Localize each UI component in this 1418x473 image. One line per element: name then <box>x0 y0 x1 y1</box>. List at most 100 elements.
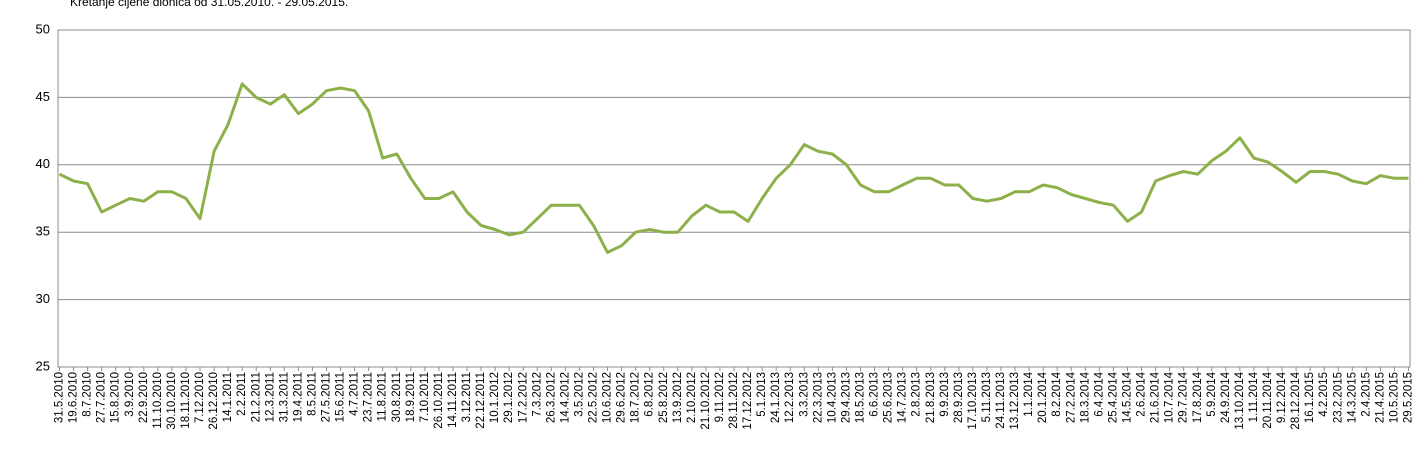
x-tick-label: 4.2.2015 <box>1318 372 1330 417</box>
y-tick-label: 40 <box>36 156 50 171</box>
price-line <box>58 82 1409 254</box>
x-tick-label: 3.5.2012 <box>573 372 585 417</box>
x-tick-label: 31.3.2011 <box>278 372 290 422</box>
x-tick-label: 18.11.2010 <box>180 372 192 429</box>
x-tick-label: 18.3.2014 <box>1079 371 1091 423</box>
x-tick-label: 26.3.2012 <box>545 372 557 423</box>
x-tick-label: 6.8.2012 <box>644 372 656 417</box>
x-tick-label: 29.6.2012 <box>616 372 628 423</box>
x-tick-label: 29.4.2013 <box>840 372 852 423</box>
x-tick-label: 25.4.2014 <box>1107 371 1119 423</box>
x-tick-label: 22.3.2013 <box>812 372 824 423</box>
x-tick-label: 12.2.2013 <box>784 372 796 423</box>
x-tick-label: 9.12.2014 <box>1276 371 1288 423</box>
x-tick-label: 2.4.2015 <box>1360 372 1372 417</box>
x-tick-label: 17.2.2012 <box>517 372 529 423</box>
x-tick-label: 9.9.2013 <box>939 372 951 417</box>
x-tick-label: 6.4.2014 <box>1093 371 1105 416</box>
x-tick-label: 30.8.2011 <box>391 372 403 422</box>
x-tick-label: 27.5.2011 <box>321 372 333 422</box>
x-tick-label: 5.11.2013 <box>981 372 993 422</box>
x-tick-label: 16.1.2015 <box>1304 372 1316 423</box>
x-tick-label: 13.9.2012 <box>672 372 684 423</box>
x-tick-label: 20.1.2014 <box>1037 371 1049 423</box>
x-tick-label: 23.2.2015 <box>1332 372 1344 423</box>
x-tick-label: 19.6.2010 <box>68 372 80 423</box>
x-tick-label: 3.12.2011 <box>461 372 473 422</box>
y-tick-label: 35 <box>36 224 50 239</box>
x-tick-label: 10.6.2012 <box>602 372 614 423</box>
x-tick-label: 21.2.2011 <box>250 372 262 422</box>
chart-title: Kretanje cijene dionica od 31.05.2010. -… <box>70 0 348 9</box>
x-tick-label: 3.9.2010 <box>124 372 136 417</box>
x-tick-label: 28.12.2014 <box>1290 371 1302 429</box>
x-tick-label: 18.9.2011 <box>405 372 417 422</box>
x-tick-label: 29.5.2015 <box>1403 372 1415 423</box>
x-tick-label: 1.1.2014 <box>1023 371 1035 416</box>
x-tick-label: 21.6.2014 <box>1150 371 1162 423</box>
x-tick-label: 7.10.2011 <box>419 372 431 422</box>
x-tick-label: 31.5.2010 <box>54 372 66 423</box>
x-tick-label: 29.7.2014 <box>1178 371 1190 423</box>
x-tick-label: 22.5.2012 <box>588 372 600 423</box>
x-tick-label: 17.8.2014 <box>1192 371 1204 423</box>
x-tick-label: 13.12.2013 <box>1009 372 1021 430</box>
x-tick-label: 19.4.2011 <box>292 372 304 422</box>
x-tick-label: 28.9.2013 <box>953 372 965 423</box>
y-tick-label: 45 <box>36 89 50 104</box>
x-tick-label: 27.2.2014 <box>1065 371 1077 423</box>
x-tick-label: 7.12.2010 <box>194 372 206 423</box>
x-tick-label: 9.11.2012 <box>714 372 726 422</box>
x-tick-label: 29.1.2012 <box>503 372 515 423</box>
x-tick-label: 14.7.2013 <box>897 372 909 423</box>
x-tick-label: 7.3.2012 <box>531 372 543 417</box>
x-tick-label: 14.1.2011 <box>222 372 234 422</box>
x-tick-label: 5.9.2014 <box>1206 371 1218 416</box>
x-tick-label: 8.5.2011 <box>306 372 318 416</box>
x-tick-label: 21.10.2012 <box>700 372 712 430</box>
x-tick-label: 10.7.2014 <box>1164 371 1176 423</box>
x-tick-label: 28.11.2012 <box>728 372 740 429</box>
x-tick-label: 11.10.2010 <box>152 372 164 429</box>
x-tick-label: 2.10.2012 <box>686 372 698 423</box>
x-tick-label: 24.11.2013 <box>995 372 1007 429</box>
x-tick-label: 15.6.2011 <box>335 372 347 422</box>
x-tick-label: 20.11.2014 <box>1262 371 1274 428</box>
x-tick-label: 11.8.2011 <box>377 372 389 421</box>
x-tick-label: 14.11.2011 <box>447 372 459 428</box>
x-tick-label: 17.10.2013 <box>967 372 979 430</box>
x-tick-label: 1.11.2014 <box>1248 371 1260 422</box>
x-tick-label: 24.1.2013 <box>770 372 782 423</box>
x-tick-label: 2.8.2013 <box>911 372 923 417</box>
x-tick-label: 25.8.2012 <box>658 372 670 423</box>
x-tick-label: 10.1.2012 <box>489 372 501 423</box>
x-tick-label: 22.9.2010 <box>138 372 150 423</box>
x-tick-label: 13.10.2014 <box>1234 371 1246 429</box>
x-tick-label: 21.8.2013 <box>925 372 937 423</box>
x-tick-label: 22.12.2011 <box>475 372 487 429</box>
y-tick-label: 50 <box>36 21 50 36</box>
x-tick-label: 15.8.2010 <box>110 372 122 423</box>
x-tick-label: 8.7.2010 <box>82 372 94 417</box>
x-tick-label: 26.12.2010 <box>208 372 220 430</box>
x-tick-label: 18.7.2012 <box>630 372 642 423</box>
x-tick-label: 14.3.2015 <box>1346 372 1358 423</box>
x-tick-label: 6.6.2013 <box>869 372 881 417</box>
x-tick-label: 8.2.2014 <box>1051 371 1063 416</box>
x-tick-label: 30.10.2010 <box>166 372 178 430</box>
x-tick-label: 23.7.2011 <box>363 372 375 422</box>
y-tick-label: 30 <box>36 291 50 306</box>
x-tick-label: 26.10.2011 <box>433 372 445 429</box>
x-tick-label: 12.3.2011 <box>264 372 276 422</box>
x-tick-label: 10.5.2015 <box>1388 372 1400 423</box>
x-tick-label: 17.12.2012 <box>742 372 754 430</box>
x-tick-label: 2.2.2011 <box>236 372 248 416</box>
x-tick-label: 25.6.2013 <box>883 372 895 423</box>
x-tick-label: 10.4.2013 <box>826 372 838 423</box>
x-tick-label: 4.7.2011 <box>349 372 361 416</box>
x-tick-label: 2.6.2014 <box>1136 371 1148 416</box>
x-tick-label: 24.9.2014 <box>1220 371 1232 423</box>
x-tick-label: 18.5.2013 <box>855 372 867 423</box>
